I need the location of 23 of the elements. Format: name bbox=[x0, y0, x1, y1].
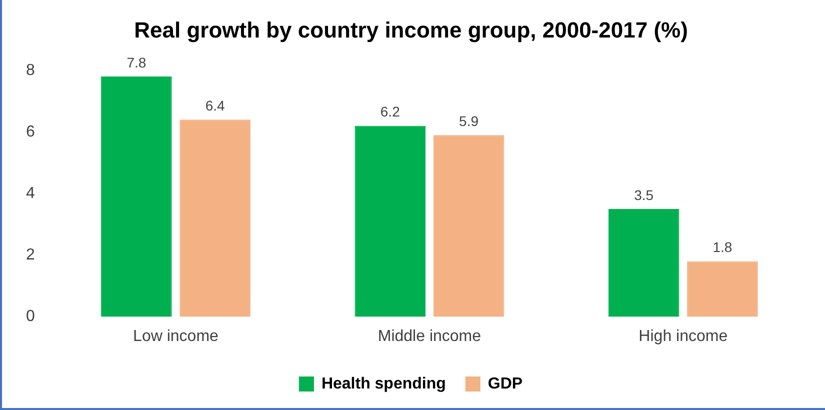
data-label: 1.8 bbox=[712, 239, 732, 256]
legend-label: Health spending bbox=[321, 375, 446, 392]
y-tick-label: 0 bbox=[26, 308, 35, 326]
bar bbox=[180, 120, 250, 317]
bar bbox=[354, 126, 426, 317]
data-label: 3.5 bbox=[634, 186, 654, 203]
legend-label: GDP bbox=[488, 375, 523, 392]
data-label: 7.8 bbox=[126, 54, 146, 70]
bar bbox=[101, 76, 172, 317]
data-label: 6.4 bbox=[205, 98, 226, 114]
y-tick-label: 4 bbox=[26, 185, 35, 202]
y-tick-label: 2 bbox=[26, 246, 35, 264]
bar bbox=[687, 261, 758, 317]
chart-title: Real growth by country income group, 2000-2017 (%) bbox=[134, 17, 688, 42]
bar bbox=[608, 209, 680, 317]
y-tick-label: 6 bbox=[26, 123, 35, 140]
x-tick-label: High income bbox=[638, 328, 728, 345]
bar bbox=[433, 135, 504, 317]
x-tick-label: Low income bbox=[133, 328, 219, 345]
y-tick-label: 8 bbox=[26, 62, 35, 79]
data-label: 5.9 bbox=[459, 112, 479, 129]
data-label: 6.2 bbox=[380, 104, 400, 120]
x-tick-label: Middle income bbox=[378, 328, 482, 345]
